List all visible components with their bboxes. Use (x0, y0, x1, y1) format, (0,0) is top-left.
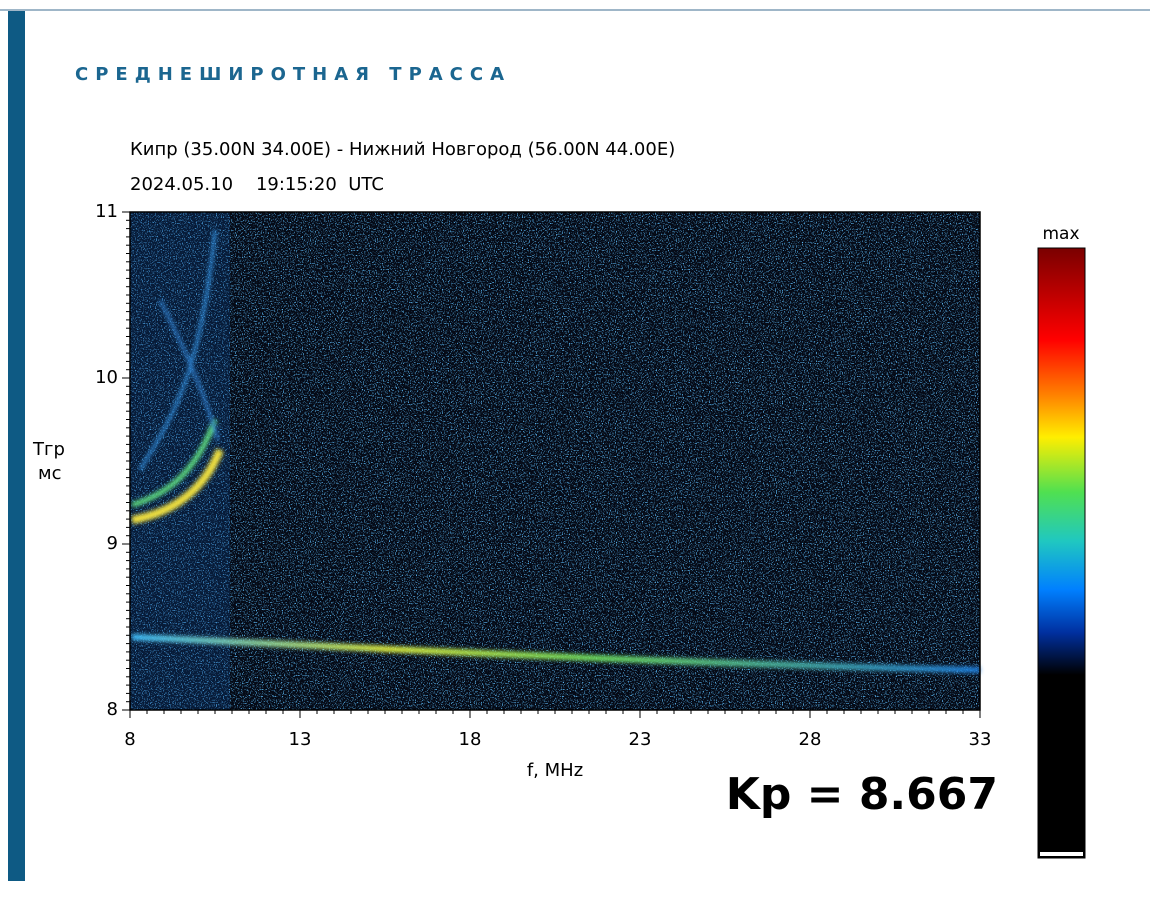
y-tick-label: 10 (95, 367, 118, 388)
y-label: Тгр (32, 439, 65, 460)
trace-arc3 (138, 229, 217, 471)
spectrogram (129, 211, 981, 711)
traces (131, 229, 981, 673)
y-tick-label: 11 (95, 201, 118, 222)
x-tick-label: 18 (459, 729, 482, 750)
colorbar-label: max (1042, 224, 1079, 244)
colorbar-end (1040, 852, 1083, 856)
y-tick-label: 9 (107, 533, 118, 554)
x-label: f, MHz (527, 760, 583, 781)
heading: СРЕДНЕШИРОТНАЯ ТРАССА (75, 64, 511, 85)
chart-subtitle: 2024.05.10 19:15:20 UTC (130, 174, 384, 195)
y-label: мс (38, 463, 61, 484)
kp-annotation: Kp = 8.667 (726, 769, 998, 820)
plot-noise (130, 212, 980, 710)
trace-arc2 (131, 419, 218, 508)
colorbar (1037, 247, 1086, 859)
y-tick-label: 8 (107, 699, 118, 720)
trace-arc (131, 448, 224, 524)
x-tick-label: 28 (799, 729, 822, 750)
side-bar (8, 11, 25, 881)
trace-1f (131, 634, 981, 673)
x-tick-label: 23 (629, 729, 652, 750)
x-tick-label: 8 (124, 729, 135, 750)
trace-arc4 (158, 299, 220, 441)
chart-title: Кипр (35.00N 34.00E) - Нижний Новгород (… (130, 139, 675, 160)
x-tick-label: 33 (969, 729, 992, 750)
x-tick-label: 13 (289, 729, 312, 750)
